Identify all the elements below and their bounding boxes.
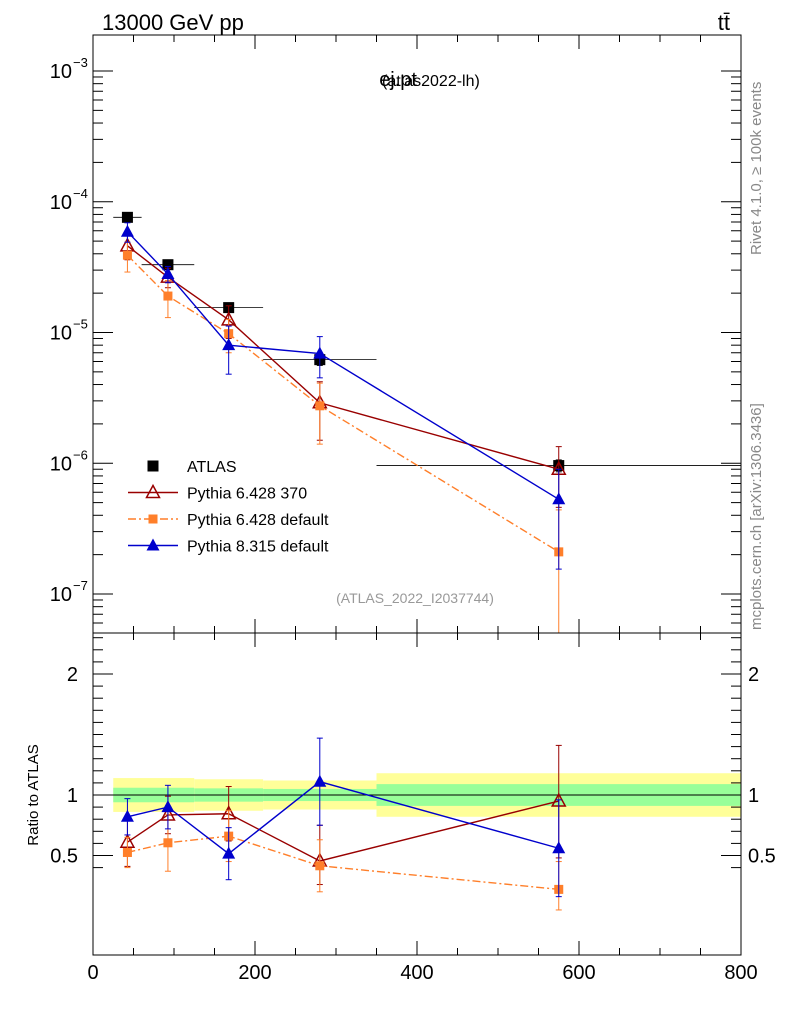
ratio-data-point (313, 774, 327, 787)
ratio-data-point (122, 847, 132, 857)
x-tick-label: 400 (400, 962, 433, 984)
ratio-y-tick-label-right: 2 (748, 664, 759, 686)
main-y-tick-exponent: −6 (73, 447, 88, 462)
plot-title: ej.pt (379, 69, 417, 91)
ratio-data-point (120, 809, 134, 822)
series-line (126, 254, 560, 553)
ratio-y-tick-label: 1 (67, 785, 78, 807)
ratio-y-tick-label-right: 1 (748, 785, 759, 807)
data-point (552, 492, 566, 505)
plot-title-text: ej.pt (379, 69, 417, 91)
main-y-tick-label: 10 (50, 453, 72, 475)
data-point (162, 259, 174, 271)
main-y-tick-exponent: −5 (73, 317, 88, 332)
main-y-tick-label: 10 (50, 584, 72, 606)
series-line (126, 245, 559, 470)
mcplots-label: mcplots.cern.ch [arXiv:1306.3436] (748, 403, 765, 630)
legend-label: Pythia 8.315 default (187, 539, 329, 556)
ratio-y-tick-label-right: 0.5 (748, 846, 776, 868)
x-tick-label: 800 (724, 962, 757, 984)
x-tick-label: 200 (238, 962, 271, 984)
ratio-data-point (161, 800, 175, 813)
plot-subtitle: (atlas2022-lh) (382, 73, 480, 90)
data-point (120, 224, 134, 237)
ratio-data-point (315, 861, 325, 871)
rivet-label: Rivet 4.1.0, ≥ 100k events (748, 82, 765, 255)
ratio-series-line (127, 835, 559, 891)
legend: ATLAS Pythia 6.428 370 Pythia 6.428 defaul… (128, 459, 329, 556)
data-point (121, 211, 133, 223)
ratio-panel: 0.5 0.5 1 1 2 2 0 200 400 600 800 Ratio to ATLAS (25, 632, 776, 984)
legend-marker (146, 538, 160, 551)
ratio-y-tick-labels: 0.5 0.5 1 1 2 2 (50, 664, 776, 868)
main-y-tick-exponent: −3 (73, 55, 88, 70)
ratio-series-layer (119, 737, 567, 911)
x-tick-labels: 0 200 400 600 800 (87, 962, 757, 984)
data-point (161, 267, 175, 280)
main-series-layer (113, 211, 741, 633)
legend-entry: Pythia 6.428 default (128, 512, 329, 529)
legend-entry: ATLAS (147, 459, 237, 476)
data-point (163, 291, 173, 301)
ratio-data-point (552, 841, 566, 854)
data-point (315, 401, 325, 411)
process-label: tt̄ (718, 10, 730, 35)
main-y-tick-label: 10 (50, 192, 72, 214)
data-point (313, 346, 327, 359)
ratio-data-point (222, 846, 236, 859)
ratio-axis-ticks (92, 633, 742, 955)
main-y-tick-labels: 10−710−610−510−410−3 (50, 55, 88, 606)
legend-marker (148, 514, 158, 524)
ratio-data-point (163, 838, 173, 848)
main-y-tick-label: 10 (50, 323, 72, 345)
main-panel: 10−710−610−510−410−3 ej.pt (atlas2022-lh… (50, 34, 742, 634)
series-3 (120, 222, 566, 570)
legend-entry: Pythia 8.315 default (128, 538, 329, 556)
reference-label: (ATLAS_2022_I2037744) (336, 590, 494, 606)
ratio-y-tick-label: 0.5 (50, 846, 78, 868)
series-2 (122, 241, 564, 633)
main-y-tick-label: 10 (50, 61, 72, 83)
data-point (122, 250, 132, 260)
legend-label: Pythia 6.428 370 (187, 486, 307, 503)
data-point (222, 338, 236, 351)
x-tick-label: 0 (87, 962, 98, 984)
legend-marker (147, 460, 159, 472)
legend-entry: Pythia 6.428 370 (128, 483, 307, 503)
ratio-y-tick-label: 2 (67, 664, 78, 686)
ratio-y-axis-label: Ratio to ATLAS (25, 744, 42, 845)
ratio-series-2 (120, 737, 566, 898)
legend-marker (145, 483, 161, 499)
legend-label: ATLAS (187, 459, 237, 476)
main-y-tick-exponent: −7 (73, 578, 88, 593)
x-tick-label: 600 (562, 962, 595, 984)
legend-label: Pythia 6.428 default (187, 512, 329, 529)
energy-label: 13000 GeV pp (102, 10, 244, 35)
main-axis-ticks (92, 35, 742, 633)
main-y-tick-exponent: −4 (73, 186, 88, 201)
ratio-series-1 (122, 810, 564, 911)
